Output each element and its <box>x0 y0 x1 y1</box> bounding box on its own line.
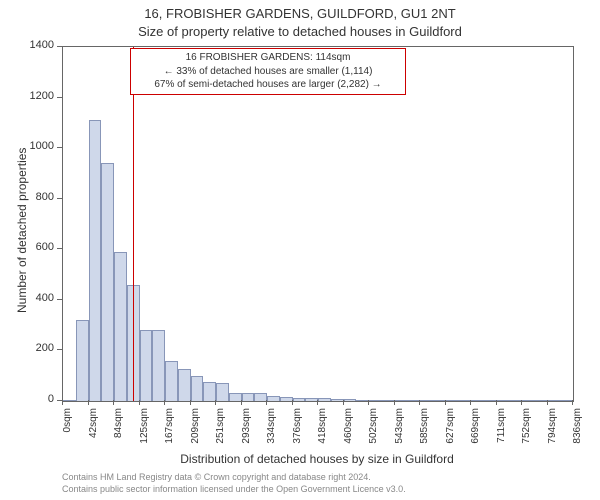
title-address: 16, FROBISHER GARDENS, GUILDFORD, GU1 2N… <box>0 6 600 21</box>
x-tick <box>62 400 63 405</box>
y-tick-label: 1200 <box>22 90 54 102</box>
x-tick <box>572 400 573 405</box>
x-tick <box>241 400 242 405</box>
y-tick-label: 1400 <box>22 39 54 51</box>
x-tick-label: 42sqm <box>88 408 99 458</box>
annotation-line2: ← 33% of detached houses are smaller (1,… <box>137 65 399 79</box>
histogram-bar <box>76 320 89 401</box>
histogram-bar <box>152 330 165 401</box>
property-marker-line <box>133 47 134 401</box>
x-tick <box>368 400 369 405</box>
x-tick <box>445 400 446 405</box>
y-tick <box>57 198 62 199</box>
histogram-bar <box>89 120 102 401</box>
histogram-bar <box>165 361 178 401</box>
x-tick <box>394 400 395 405</box>
chart-container: 16, FROBISHER GARDENS, GUILDFORD, GU1 2N… <box>0 0 600 500</box>
x-tick <box>190 400 191 405</box>
histogram-bar <box>497 400 510 401</box>
y-tick-label: 600 <box>22 241 54 253</box>
x-tick <box>139 400 140 405</box>
histogram-bar <box>101 163 114 401</box>
x-tick-label: 376sqm <box>292 408 303 458</box>
histogram-bar <box>548 400 561 401</box>
x-tick <box>343 400 344 405</box>
title-subtitle: Size of property relative to detached ho… <box>0 24 600 39</box>
y-tick-label: 800 <box>22 191 54 203</box>
x-tick <box>317 400 318 405</box>
x-tick <box>547 400 548 405</box>
plot-area <box>62 46 574 402</box>
x-tick-label: 711sqm <box>496 408 507 458</box>
histogram-bar <box>471 400 484 401</box>
y-tick <box>57 299 62 300</box>
histogram-bar <box>140 330 153 401</box>
histogram-bar <box>114 252 127 401</box>
x-tick-label: 167sqm <box>164 408 175 458</box>
x-tick-label: 502sqm <box>368 408 379 458</box>
histogram-bar <box>216 383 229 401</box>
x-tick-label: 585sqm <box>419 408 430 458</box>
x-tick <box>88 400 89 405</box>
x-tick <box>496 400 497 405</box>
x-tick-label: 418sqm <box>317 408 328 458</box>
x-tick-label: 752sqm <box>521 408 532 458</box>
annotation-line1: 16 FROBISHER GARDENS: 114sqm <box>137 51 399 65</box>
histogram-bar <box>63 400 76 401</box>
x-tick-label: 836sqm <box>572 408 583 458</box>
histogram-bar <box>242 393 255 401</box>
y-axis-label: Number of detached properties <box>15 148 29 313</box>
histogram-bar <box>395 400 408 401</box>
x-tick <box>521 400 522 405</box>
footer-attribution: Contains HM Land Registry data © Crown c… <box>62 472 406 495</box>
histogram-bar <box>293 398 306 401</box>
y-tick-label: 400 <box>22 292 54 304</box>
y-tick <box>57 97 62 98</box>
x-tick <box>419 400 420 405</box>
x-tick <box>113 400 114 405</box>
histogram-bar <box>522 400 535 401</box>
histogram-bar <box>318 398 331 401</box>
y-tick <box>57 46 62 47</box>
x-tick <box>164 400 165 405</box>
y-tick-label: 200 <box>22 342 54 354</box>
x-tick-label: 334sqm <box>266 408 277 458</box>
x-tick-label: 543sqm <box>394 408 405 458</box>
y-tick-label: 1000 <box>22 140 54 152</box>
x-tick <box>215 400 216 405</box>
y-tick <box>57 147 62 148</box>
x-tick-label: 293sqm <box>241 408 252 458</box>
y-tick-label: 0 <box>22 393 54 405</box>
x-tick-label: 0sqm <box>62 408 73 458</box>
histogram-bar <box>369 400 382 401</box>
histogram-bar <box>344 399 357 401</box>
x-tick-label: 460sqm <box>343 408 354 458</box>
x-tick <box>266 400 267 405</box>
y-tick <box>57 248 62 249</box>
footer-line2: Contains public sector information licen… <box>62 484 406 496</box>
histogram-bar <box>203 382 216 401</box>
footer-line1: Contains HM Land Registry data © Crown c… <box>62 472 406 484</box>
x-tick-label: 125sqm <box>139 408 150 458</box>
x-tick-label: 669sqm <box>470 408 481 458</box>
annotation-box: 16 FROBISHER GARDENS: 114sqm ← 33% of de… <box>130 48 406 95</box>
histogram-bar <box>267 396 280 401</box>
histogram-bar <box>420 400 433 401</box>
x-tick-label: 209sqm <box>190 408 201 458</box>
x-tick-label: 251sqm <box>215 408 226 458</box>
histogram-bar <box>446 400 459 401</box>
x-tick <box>292 400 293 405</box>
histogram-bar <box>191 376 204 401</box>
x-tick-label: 84sqm <box>113 408 124 458</box>
histogram-bar <box>178 369 191 401</box>
x-tick <box>470 400 471 405</box>
x-tick-label: 794sqm <box>547 408 558 458</box>
x-tick-label: 627sqm <box>445 408 456 458</box>
annotation-line3: 67% of semi-detached houses are larger (… <box>137 78 399 92</box>
y-tick <box>57 349 62 350</box>
